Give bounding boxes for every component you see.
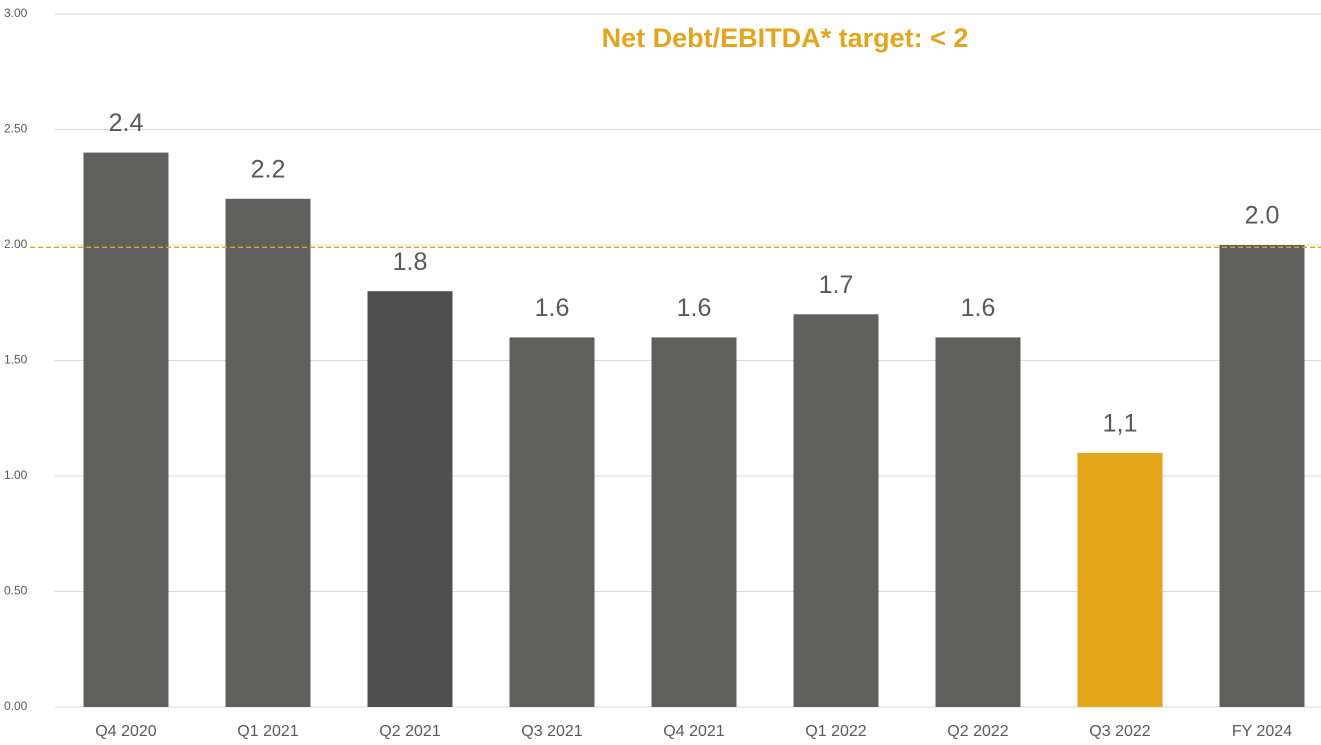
bar xyxy=(225,198,311,708)
x-tick-label: Q1 2022 xyxy=(805,723,866,740)
value-label: 1.7 xyxy=(819,271,854,299)
x-tick-label: Q4 2020 xyxy=(95,723,156,740)
y-tick-label: 1.00 xyxy=(4,468,28,482)
x-tick-label: FY 2024 xyxy=(1232,723,1292,740)
value-label: 1.8 xyxy=(393,248,428,276)
value-label: 1.6 xyxy=(961,294,996,322)
value-label: 1.6 xyxy=(677,294,712,322)
bar xyxy=(509,337,595,707)
bar xyxy=(935,337,1021,707)
y-tick-label: 2.00 xyxy=(4,237,28,251)
bar xyxy=(1219,245,1305,707)
y-tick-label: 1.50 xyxy=(4,353,28,367)
x-tick-label: Q3 2021 xyxy=(521,723,582,740)
chart-title: Net Debt/EBITDA* target: < 2 xyxy=(602,23,969,53)
y-tick-label: 2.50 xyxy=(4,122,28,136)
bar xyxy=(651,337,737,707)
y-tick-label: 3.00 xyxy=(4,6,28,20)
bar xyxy=(793,314,879,707)
bar xyxy=(83,152,169,708)
bar xyxy=(367,291,453,707)
x-tick-label: Q2 2022 xyxy=(947,723,1008,740)
bar xyxy=(1077,452,1163,707)
value-label: 2.2 xyxy=(251,155,286,183)
value-label: 1.6 xyxy=(535,294,570,322)
x-tick-label: Q2 2021 xyxy=(379,723,440,740)
x-tick-label: Q4 2021 xyxy=(663,723,724,740)
value-label: 2.4 xyxy=(109,109,144,137)
y-tick-label: 0.50 xyxy=(4,584,28,598)
x-tick-label: Q1 2021 xyxy=(237,723,298,740)
value-label: 2.0 xyxy=(1245,202,1280,230)
y-tick-label: 0.00 xyxy=(4,699,28,713)
x-tick-label: Q3 2022 xyxy=(1089,723,1150,740)
value-label: 1,1 xyxy=(1103,410,1138,438)
